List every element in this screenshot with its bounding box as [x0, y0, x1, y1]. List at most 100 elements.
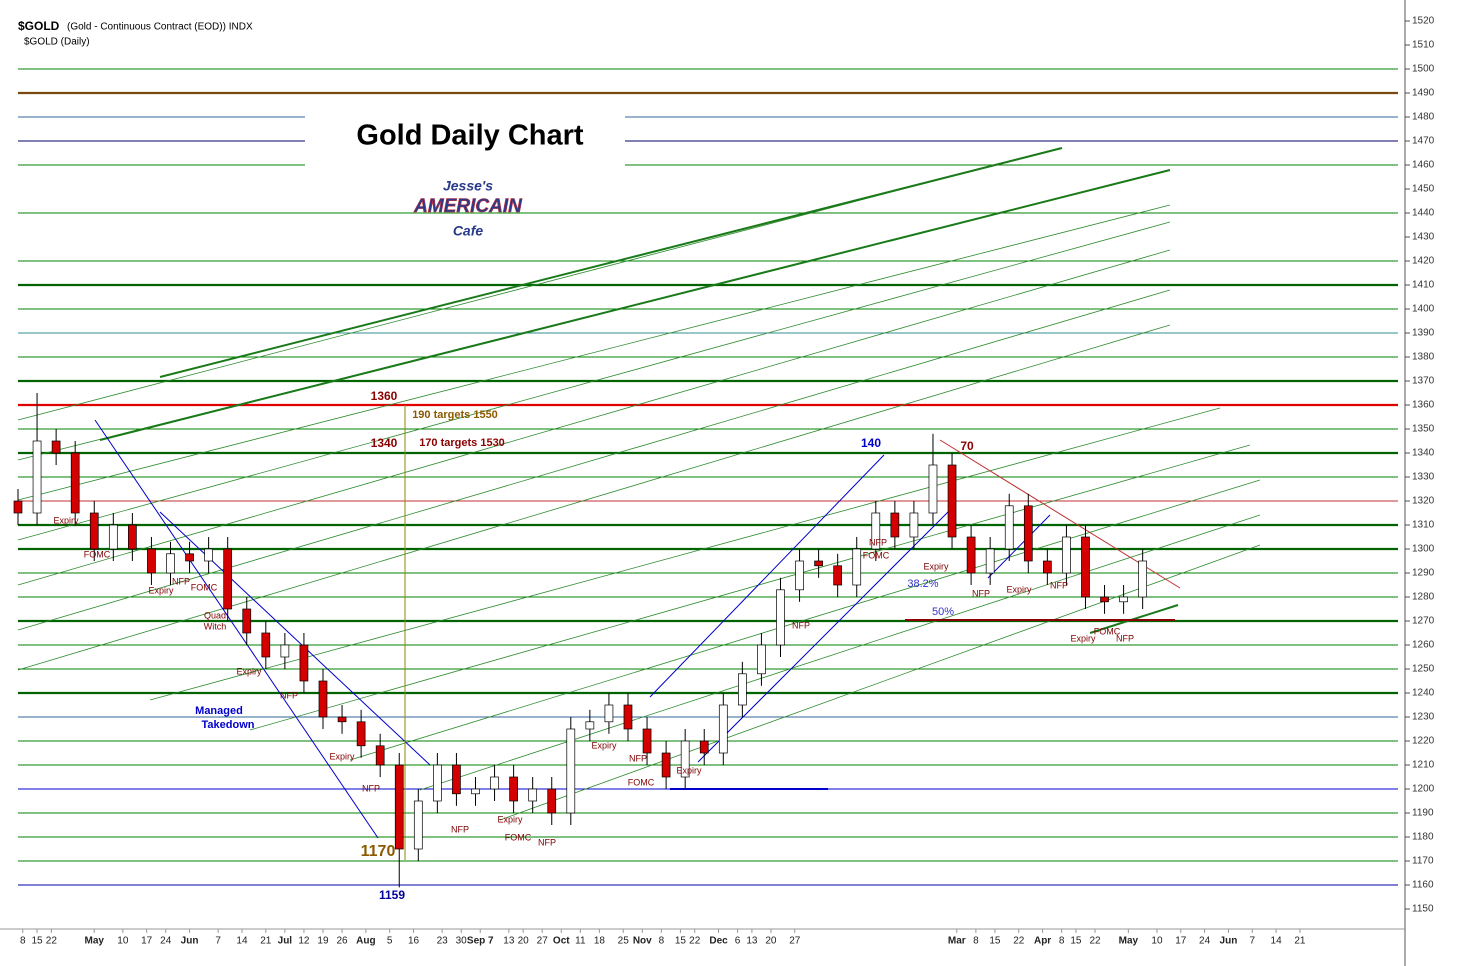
x-tick-label: Dec — [709, 936, 728, 947]
annotation: NFP — [451, 824, 469, 834]
candle-body — [1119, 596, 1128, 603]
x-tick-label: 19 — [317, 936, 329, 947]
y-tick-label: 1360 — [1412, 400, 1435, 411]
candle-body — [299, 644, 309, 682]
annotation: NFP — [280, 690, 298, 700]
x-tick-label: 27 — [789, 936, 801, 947]
x-tick-label: Apr — [1034, 936, 1051, 947]
x-tick-label: 15 — [31, 936, 43, 947]
candle-body — [1100, 596, 1109, 603]
candle-body — [185, 553, 194, 562]
candle-body — [394, 764, 404, 850]
candle-body — [1062, 536, 1071, 574]
y-tick-label: 1300 — [1412, 544, 1435, 555]
x-tick-label: 8 — [20, 936, 26, 947]
x-tick-label: 24 — [160, 936, 172, 947]
annotation: NFP — [629, 753, 647, 763]
candle-body — [642, 728, 652, 754]
y-tick-label: 1400 — [1412, 304, 1435, 315]
candle-body — [699, 740, 709, 754]
annotation: FOMC — [863, 550, 890, 560]
candle-body — [985, 548, 995, 574]
levels — [18, 68, 1398, 886]
annotation: Expiry — [1070, 633, 1096, 643]
candle-body — [89, 512, 99, 550]
x-tick-label: 17 — [141, 936, 153, 947]
annotation: NFP — [1116, 633, 1134, 643]
y-tick-label: 1480 — [1412, 112, 1435, 123]
x-tick-label: 8 — [973, 936, 979, 947]
x-tick-label: 20 — [518, 936, 530, 947]
y-tick-label: 1490 — [1412, 88, 1435, 99]
annotation: NFP — [172, 576, 190, 586]
symbol: $GOLD — [18, 19, 60, 33]
y-tick-label: 1250 — [1412, 664, 1435, 675]
y-tick-label: 1170 — [1412, 856, 1434, 867]
annotation: NFP — [538, 837, 556, 847]
annotation: NFP — [362, 783, 380, 793]
candle-body — [337, 716, 347, 723]
candle-body — [32, 440, 42, 514]
y-tick-label: 1500 — [1412, 64, 1435, 75]
x-tick-label: 27 — [537, 936, 549, 947]
x-tick-label: 30 — [456, 936, 468, 947]
x-tick-label: 20 — [765, 936, 777, 947]
candle-body — [890, 512, 900, 538]
description: (Gold - Continuous Contract (EOD)) INDX — [67, 22, 253, 33]
candle-body — [966, 536, 976, 574]
y-tick-label: 1330 — [1412, 472, 1435, 483]
y-tick-label: 1160 — [1412, 880, 1434, 891]
candle-body — [51, 440, 61, 454]
annotation: 50% — [932, 606, 954, 618]
annotation: NFP — [1050, 580, 1068, 590]
y-tick-label: 1450 — [1412, 184, 1435, 195]
y-tick-label: 1410 — [1412, 280, 1435, 291]
annotation: Witch — [204, 621, 227, 631]
x-tick-label: 22 — [689, 936, 701, 947]
y-tick-label: 1470 — [1412, 136, 1435, 147]
annotation: Expiry — [676, 765, 702, 775]
candle-body — [738, 673, 747, 706]
y-tick-label: 1380 — [1412, 352, 1435, 363]
candle-body — [166, 553, 175, 574]
annotation: FOMC — [628, 777, 655, 787]
candle-body — [318, 680, 328, 718]
x-tick-label: 7 — [215, 936, 221, 947]
candle-body — [13, 500, 23, 514]
annotation: Quad — [204, 610, 226, 620]
x-tick-label: 16 — [408, 936, 420, 947]
candle-body — [452, 764, 461, 795]
trendlines — [17, 147, 1261, 860]
candle-body — [1023, 505, 1033, 562]
x-tick-label: 5 — [387, 936, 393, 947]
candle-body — [471, 788, 480, 795]
annotation: FOMC — [191, 582, 218, 592]
candle-body — [280, 644, 290, 658]
candle-body — [433, 764, 442, 802]
x-tick-label: 17 — [1175, 936, 1187, 947]
x-tick-label: 10 — [1151, 936, 1163, 947]
subtitle: $GOLD (Daily) — [24, 37, 90, 48]
annotation: 1170 — [361, 843, 396, 860]
annotation: Expiry — [1006, 584, 1032, 594]
x-tick-label: 14 — [1271, 936, 1283, 947]
x-tick-label: 10 — [117, 936, 129, 947]
annotation: NFP — [792, 620, 810, 630]
annotation: Expiry — [591, 740, 617, 750]
x-tick-label: Sep 7 — [467, 936, 494, 947]
chart-title: Gold Daily Chart — [356, 120, 584, 152]
y-tick-label: 1340 — [1412, 448, 1435, 459]
candle-body — [528, 788, 538, 802]
x-tick-label: Jun — [181, 936, 199, 947]
x-tick-label: 24 — [1199, 936, 1211, 947]
x-tick-label: Jun — [1220, 936, 1238, 947]
y-tick-label: 1270 — [1412, 616, 1435, 627]
y-tick-label: 1190 — [1412, 808, 1434, 819]
candle-body — [128, 524, 137, 550]
annotation: 190 targets 1550 — [412, 409, 498, 421]
annotation: NFP — [972, 588, 990, 598]
x-tick-label: 22 — [1013, 936, 1025, 947]
x-tick-label: Jul — [278, 936, 293, 947]
